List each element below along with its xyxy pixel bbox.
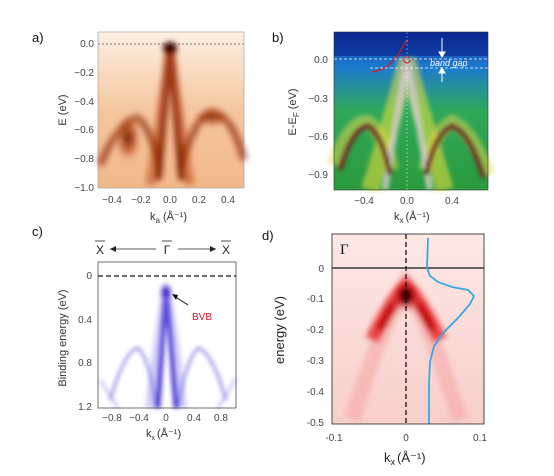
panel-c-bands	[98, 282, 238, 409]
panel-c-xtick: 0.4	[187, 413, 201, 424]
panel-c-xtick: −0.4	[129, 413, 149, 424]
panel-b-ytick: −0.3	[308, 94, 328, 105]
panel-b-bandgap-arrows	[438, 38, 446, 82]
panel-a-xlabel: ka (Å⁻¹)	[150, 210, 187, 225]
panel-a-xtick: 0.4	[221, 195, 235, 206]
panel-d-label: d)	[262, 228, 274, 243]
panel-d-gamma-symbol: Γ	[340, 242, 349, 258]
panel-c-xticks: −0.8 −0.4 0 0.4 0.8	[102, 413, 228, 424]
panel-a-xticks: −0.4 −0.2 0.0 0.2 0.4	[102, 195, 235, 206]
panel-a-ytick: −1.0	[74, 183, 94, 194]
panel-a-yticks: 0.0 −0.2 −0.4 −0.6 −0.8 −1.0	[74, 39, 94, 194]
panel-d-xticks: -0.1 0 0.1	[325, 433, 487, 444]
panel-b-ytick: 0.0	[314, 55, 328, 66]
panel-a-ytick: −0.4	[74, 97, 94, 108]
panel-c-ytick: 0	[86, 271, 92, 282]
panel-c-kpoint-center: Γ	[164, 243, 171, 257]
panel-d-ytick: -0.2	[307, 325, 325, 336]
panel-a-ylabel: E (eV)	[57, 94, 69, 125]
panel-b-bandgap-label: band gap	[430, 58, 468, 68]
panel-c-kpath: X Γ X	[95, 240, 231, 257]
panel-c-kpoint-left: X	[96, 243, 104, 257]
panel-c-ytick: 0.8	[78, 358, 92, 369]
panel-b: band gap 0.0 −0.3 −0.6 −0.9 −0.4 0.0 0.4…	[287, 31, 495, 225]
panel-b-bands	[327, 57, 495, 193]
panel-b-xtick: −0.4	[354, 196, 374, 207]
panel-b-ytick: −0.9	[308, 170, 328, 181]
panel-d-ytick: -0.1	[307, 294, 325, 305]
panel-b-red-curve	[371, 39, 409, 73]
panel-c-label: c)	[32, 224, 43, 239]
panel-c-xtick: 0.8	[214, 413, 228, 424]
panel-b-ytick: −0.6	[308, 132, 328, 143]
panel-d-ylabel: energy (eV)	[272, 296, 287, 364]
panel-d-edc-curve	[426, 237, 476, 424]
panel-c-ytick: 1.2	[78, 402, 92, 413]
panel-a-ytick: −0.6	[74, 125, 94, 136]
panel-a-bands	[96, 42, 248, 186]
panel-c-ylabel: Binding energy (eV)	[57, 289, 69, 386]
panel-a-xtick: 0.0	[163, 195, 177, 206]
panel-c-xtick: 0	[163, 413, 169, 424]
panel-a-ytick: −0.8	[74, 154, 94, 165]
panel-c-bvb-label: BVB	[192, 312, 212, 323]
panel-a-ytick: 0.0	[80, 39, 94, 50]
panel-a-xtick: −0.4	[102, 195, 122, 206]
panel-d-xlabel: kx (Å⁻¹)	[384, 450, 426, 467]
panel-d-ytick: 0	[318, 264, 324, 275]
panel-c-xtick: −0.8	[102, 413, 122, 424]
panel-d-xtick: -0.1	[325, 433, 343, 444]
panel-d-yticks: 0 -0.1 -0.2 -0.3 -0.4 -0.5	[307, 264, 325, 429]
panel-d-ytick: -0.3	[307, 356, 325, 367]
panel-d-xtick: 0.1	[473, 433, 487, 444]
panel-c-yticks: 0 0.4 0.8 1.2	[78, 271, 92, 413]
panel-b-yticks: 0.0 −0.3 −0.6 −0.9	[308, 55, 328, 181]
panel-d-ytick: -0.5	[307, 418, 325, 429]
panel-c-xlabel: kx (Å⁻¹)	[146, 427, 181, 442]
panel-a-ytick: −0.2	[74, 68, 94, 79]
panel-a-xtick: −0.2	[131, 195, 151, 206]
panel-b-xtick: 0.0	[400, 196, 414, 207]
panel-c-ytick: 0.4	[78, 315, 92, 326]
panel-c: X Γ X BVB 0 0.4 0.	[57, 240, 238, 442]
panel-a-label: a)	[32, 30, 44, 45]
panel-b-label: b)	[272, 30, 284, 45]
panel-c-kpoint-right: X	[222, 243, 230, 257]
panel-a-xtick: 0.2	[192, 195, 206, 206]
panel-b-ylabel: E-EF(eV)	[287, 88, 301, 135]
panel-d: Γ 0 -0.1 -0.2 -0.3 -0.4 -0.5 -0.1 0 0.1 …	[272, 233, 487, 467]
panel-d-ytick: -0.4	[307, 387, 325, 398]
panel-b-xticks: −0.4 0.0 0.4	[354, 196, 459, 207]
panel-b-xtick: 0.4	[445, 196, 459, 207]
panel-a: 0.0 −0.2 −0.4 −0.6 −0.8 −1.0 −0.4 −0.2 0…	[57, 31, 248, 225]
panel-d-xtick: 0	[403, 433, 409, 444]
panel-b-xlabel: kx (Å⁻¹)	[394, 210, 430, 225]
